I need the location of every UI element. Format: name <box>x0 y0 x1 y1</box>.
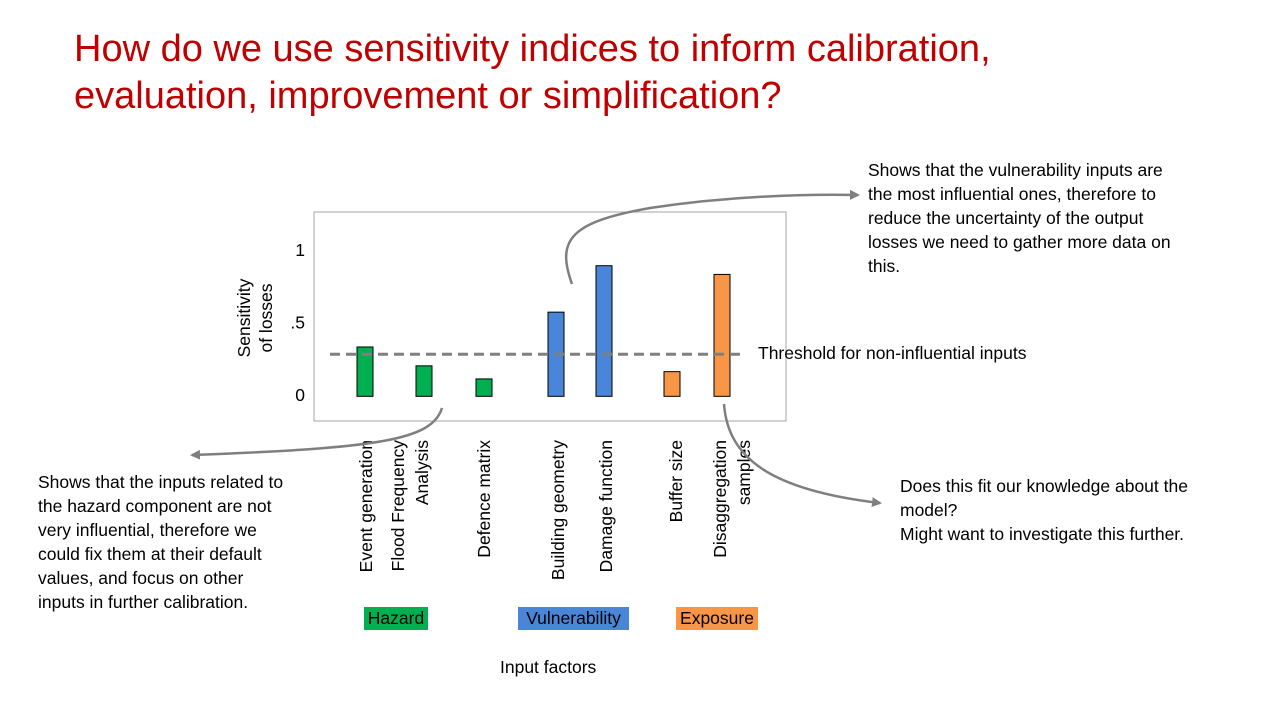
note-line: model? <box>900 500 958 520</box>
x-category-label: Buffer size <box>666 440 686 522</box>
y-axis-label-line-1: Sensitivity <box>234 278 254 358</box>
note-line: this. <box>868 256 901 276</box>
threshold-label: Threshold for non-influential inputs <box>758 343 1027 363</box>
group-label-exposure: Exposure <box>676 607 758 630</box>
arrow-to-right-note <box>722 403 882 508</box>
note-line: Shows that the inputs related to <box>38 472 284 492</box>
x-category-label: Event generation <box>356 440 376 572</box>
bar-buffer-size <box>663 371 681 397</box>
bar-damage-function <box>595 265 613 397</box>
group-label-vulnerability: Vulnerability <box>518 607 629 630</box>
y-axis-label-line-2: of losses <box>256 283 276 353</box>
arrow-to-left-note <box>190 407 444 460</box>
y-axis-label: Sensitivity of losses <box>233 243 279 393</box>
x-category-label: Defence matrix <box>474 440 494 558</box>
hazard-note: Shows that the inputs related to the haz… <box>38 470 283 614</box>
y-tick-label: .5 <box>290 312 305 332</box>
vulnerability-note: Shows that the vulnerability inputs are … <box>868 158 1171 278</box>
group-label-hazard: Hazard <box>364 607 428 630</box>
bar-defence-matrix <box>475 378 493 397</box>
note-line: inputs in further calibration. <box>38 592 249 612</box>
note-line: reduce the uncertainty of the output <box>868 208 1144 228</box>
note-line: losses we need to gather more data on <box>868 232 1171 252</box>
bar-disaggregation-samples <box>713 273 731 397</box>
x-category-label: Analysis <box>412 440 432 505</box>
note-line: very influential, therefore we <box>38 520 257 540</box>
note-line: the hazard component are not <box>38 496 272 516</box>
x-category-label: samples <box>734 440 754 505</box>
x-category-label: Disaggregation <box>710 440 730 558</box>
x-category-label: Building geometry <box>548 440 568 580</box>
note-line: the most influential ones, therefore to <box>868 184 1156 204</box>
note-line: Does this fit our knowledge about the <box>900 476 1188 496</box>
plot-frame <box>313 211 787 422</box>
note-line: Shows that the vulnerability inputs are <box>868 160 1163 180</box>
y-tick-label: 0 <box>295 385 305 405</box>
slide-title-line-1: How do we use sensitivity indices to inf… <box>74 28 991 70</box>
y-tick-label: 1 <box>295 240 305 260</box>
exposure-note: Does this fit our knowledge about the mo… <box>900 474 1188 546</box>
x-category-label: Flood Frequency <box>388 440 408 572</box>
x-category-label: Damage function <box>596 440 616 572</box>
arrow-to-top-note <box>564 189 860 285</box>
note-line: values, and focus on other <box>38 568 244 588</box>
note-line: could fix them at their default <box>38 544 262 564</box>
slide-title: How do we use sensitivity indices to inf… <box>74 26 1224 120</box>
bar-flood-frequency-analysis <box>415 365 433 397</box>
note-line: Might want to investigate this further. <box>900 524 1185 544</box>
x-axis-title: Input factors <box>500 657 597 677</box>
slide-title-line-2: evaluation, improvement or simplificatio… <box>74 75 782 117</box>
bar-event-generation <box>356 346 374 397</box>
